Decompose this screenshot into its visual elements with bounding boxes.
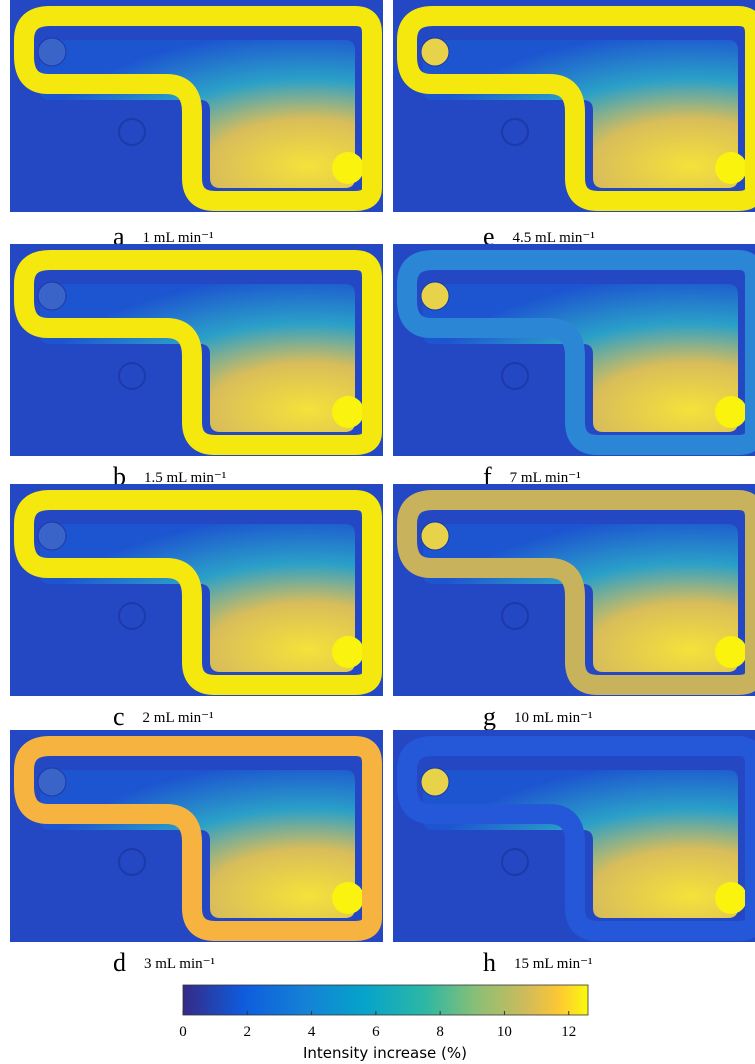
outlet — [332, 882, 364, 914]
outlet — [715, 152, 747, 184]
intensity-map — [393, 244, 755, 456]
tick-label: 10 — [497, 1024, 512, 1040]
panel-caption: g 10 mL min⁻¹ — [483, 702, 593, 732]
inlet — [38, 768, 66, 796]
figure: Intensity increase (%) 024681012 a1 mL m… — [0, 0, 755, 1064]
tick-label: 0 — [179, 1024, 187, 1040]
outlet — [715, 396, 747, 428]
flow-rate: 2 mL min⁻¹ — [143, 710, 214, 726]
intensity-map — [393, 0, 755, 212]
panel-caption: c 2 mL min⁻¹ — [113, 702, 214, 732]
panel-letter: c — [113, 702, 125, 731]
outlet — [332, 636, 364, 668]
colorbar-label: Intensity increase (%) — [303, 1044, 467, 1062]
panel-letter: h — [483, 948, 496, 977]
inlet — [38, 282, 66, 310]
colorbar-gradient — [183, 985, 588, 1015]
intensity-map — [393, 484, 755, 696]
inlet — [38, 522, 66, 550]
intensity-map — [10, 730, 383, 942]
tick-label: 2 — [244, 1024, 252, 1040]
intensity-map — [10, 484, 383, 696]
flow-rate: 3 mL min⁻¹ — [144, 956, 215, 972]
panel-letter: d — [113, 948, 126, 977]
intensity-map — [10, 244, 383, 456]
outlet — [715, 882, 747, 914]
intensity-map — [10, 0, 383, 212]
panel-caption: d 3 mL min⁻¹ — [113, 948, 215, 978]
inlet — [38, 38, 66, 66]
intensity-map — [393, 730, 755, 942]
inlet — [421, 768, 449, 796]
tick-label: 6 — [372, 1024, 380, 1040]
inlet — [421, 38, 449, 66]
inlet — [421, 282, 449, 310]
panel-caption: h 15 mL min⁻¹ — [483, 948, 593, 978]
inlet — [421, 522, 449, 550]
flow-rate: 15 mL min⁻¹ — [514, 956, 593, 972]
tick-label: 12 — [561, 1024, 576, 1040]
flow-rate: 10 mL min⁻¹ — [514, 710, 593, 726]
panel-letter: g — [483, 702, 496, 731]
tick-label: 4 — [308, 1024, 316, 1040]
outlet — [332, 396, 364, 428]
outlet — [715, 636, 747, 668]
outlet — [332, 152, 364, 184]
tick-label: 8 — [436, 1024, 444, 1040]
